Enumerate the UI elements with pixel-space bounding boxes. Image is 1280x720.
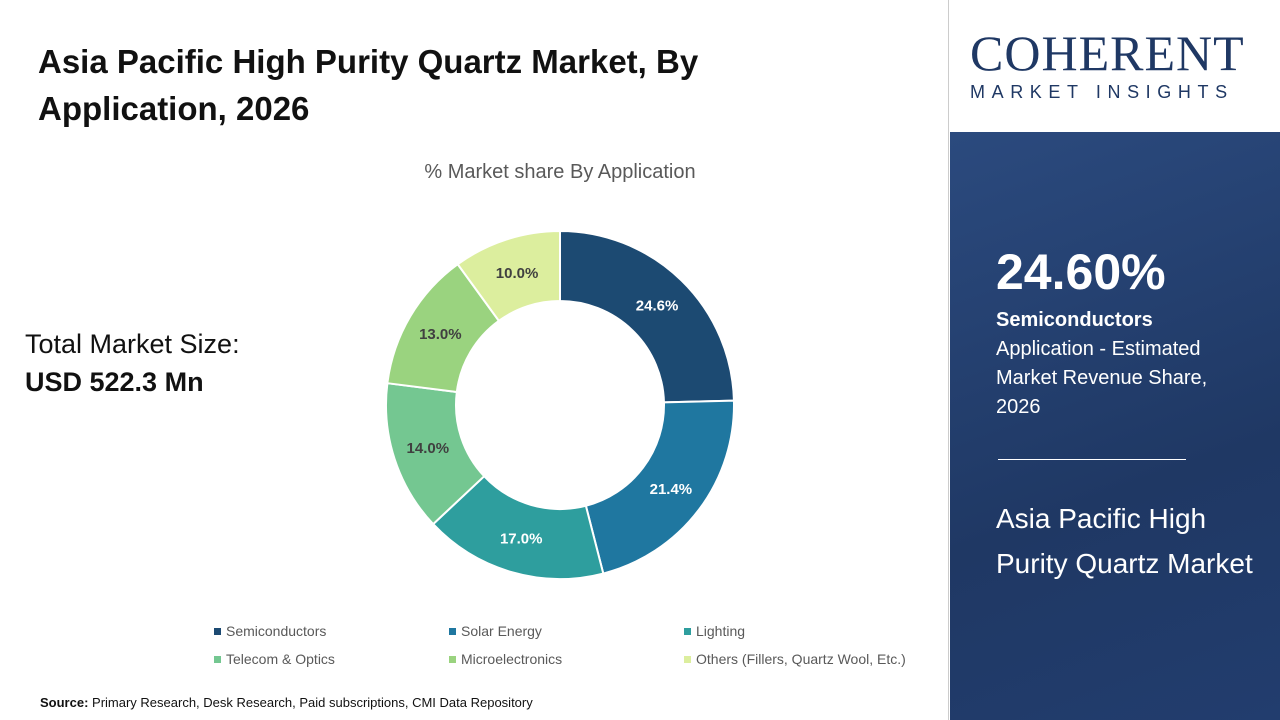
- legend-swatch: [214, 627, 221, 635]
- total-label: Total Market Size:: [25, 329, 240, 359]
- source-label: Source:: [40, 695, 89, 710]
- data-label-5: 10.0%: [496, 265, 539, 282]
- legend: Semiconductors Solar Energy Lighting Teleco…: [214, 622, 934, 668]
- total-market-size: Total Market Size: USD 522.3 Mn: [25, 325, 240, 401]
- data-label-2: 17.0%: [500, 530, 543, 547]
- legend-label: Solar Energy: [461, 623, 542, 639]
- donut-slice-1: [584, 399, 735, 575]
- data-label-0: 24.6%: [636, 297, 679, 314]
- donut-slice-5: [456, 229, 561, 323]
- source-text: Primary Research, Desk Research, Paid su…: [92, 695, 533, 710]
- logo: COHERENT MARKET INSIGHTS: [950, 0, 1280, 132]
- legend-label: Semiconductors: [226, 623, 327, 639]
- legend-item: Lighting: [684, 622, 934, 640]
- legend-item: Telecom & Optics: [214, 650, 449, 668]
- data-label-4: 13.0%: [419, 326, 462, 343]
- logo-main: COHERENT: [970, 25, 1245, 81]
- legend-label: Microelectronics: [461, 651, 563, 667]
- page-title: Asia Pacific High Purity Quartz Market, …: [38, 43, 699, 127]
- legend-swatch: [214, 655, 221, 663]
- data-label-3: 14.0%: [407, 440, 450, 457]
- market-name: Asia Pacific High Purity Quartz Market: [996, 503, 1253, 579]
- panel-divider: [998, 459, 1186, 460]
- highlight-percent: 24.60%: [996, 244, 1166, 300]
- legend-item: Microelectronics: [449, 650, 684, 668]
- legend-swatch: [449, 655, 456, 663]
- donut-slice-0: [559, 229, 735, 404]
- legend-item: Others (Fillers, Quartz Wool, Etc.): [684, 650, 934, 668]
- legend-label: Telecom & Optics: [226, 651, 335, 667]
- donut-chart: 24.6% 21.4% 17.0% 14.0% 13.0% 10.0%: [385, 229, 735, 580]
- divider: [948, 0, 949, 720]
- legend-label: Lighting: [696, 623, 746, 639]
- legend-item: Semiconductors: [214, 622, 449, 640]
- total-value: USD 522.3 Mn: [25, 367, 204, 397]
- highlight-description: Application - Estimated Market Revenue S…: [996, 338, 1208, 418]
- chart-title: % Market share By Application: [424, 161, 696, 183]
- legend-swatch: [684, 627, 691, 635]
- source: Source: Primary Research, Desk Research,…: [40, 695, 533, 711]
- legend-swatch: [684, 655, 691, 663]
- data-label-1: 21.4%: [650, 481, 693, 498]
- legend-item: Solar Energy: [449, 622, 684, 640]
- legend-swatch: [449, 627, 456, 635]
- legend-label: Others (Fillers, Quartz Wool, Etc.): [696, 651, 906, 667]
- highlight-panel: 24.60% Semiconductors Application - Esti…: [950, 132, 1280, 720]
- highlight-segment: Semiconductors: [996, 309, 1153, 331]
- logo-sub: MARKET INSIGHTS: [970, 82, 1234, 102]
